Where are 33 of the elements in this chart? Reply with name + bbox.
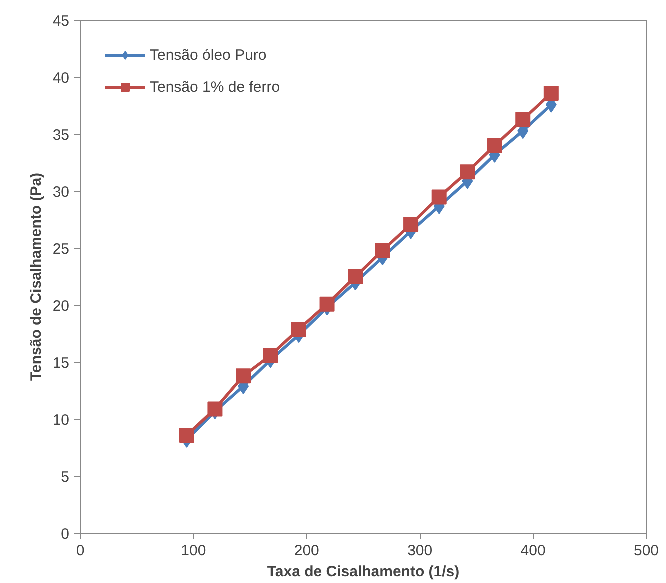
x-tick-label: 500	[634, 542, 660, 560]
y-tick-label: 10	[52, 412, 70, 429]
x-tick-label: 200	[294, 542, 320, 560]
y-tick-label: 5	[61, 469, 70, 486]
point	[544, 86, 559, 101]
point	[404, 217, 419, 232]
y-tick-label: 35	[52, 127, 70, 144]
legend-label: Tensão 1% de ferro	[150, 78, 280, 96]
x-tick-label: 100	[181, 542, 206, 560]
point	[487, 138, 502, 154]
point	[432, 190, 447, 205]
y-tick-label: 30	[52, 184, 70, 201]
point	[208, 402, 223, 417]
y-axis-title: Tensão de Cisalhamento (Pa)	[28, 172, 45, 382]
point	[236, 368, 252, 384]
point	[179, 428, 194, 443]
legend-label: Tensão óleo Puro	[150, 46, 267, 64]
y-tick-label: 25	[52, 241, 70, 258]
y-tick-label: 20	[52, 298, 70, 315]
x-axis-title: Taxa de Cisalhamento (1/s)	[267, 564, 460, 580]
y-tick-label: 45	[52, 13, 70, 30]
point	[263, 348, 278, 364]
y-tick-label: 15	[52, 355, 70, 372]
point	[348, 270, 364, 284]
x-tick-label: 300	[408, 542, 433, 560]
point	[375, 243, 390, 258]
point	[516, 112, 531, 128]
y-tick-label: 0	[61, 526, 70, 543]
y-tick-label: 40	[52, 70, 70, 87]
point	[460, 164, 476, 180]
x-tick-label: 400	[520, 542, 546, 560]
point	[291, 322, 306, 337]
x-tick-label: 0	[76, 542, 85, 560]
